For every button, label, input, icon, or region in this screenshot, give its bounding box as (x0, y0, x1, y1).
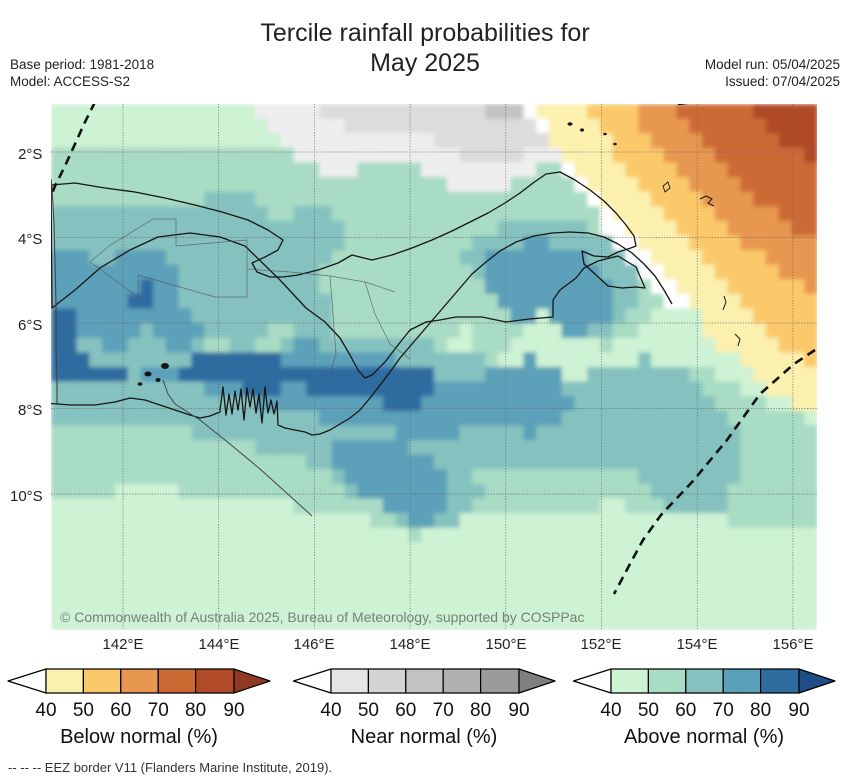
svg-text:90: 90 (223, 700, 244, 721)
svg-text:70: 70 (713, 700, 734, 721)
svg-text:Near normal (%): Near normal (%) (351, 726, 498, 748)
svg-text:Above normal (%): Above normal (%) (624, 726, 784, 748)
svg-text:80: 80 (750, 700, 771, 721)
svg-text:40: 40 (35, 700, 56, 721)
svg-text:50: 50 (358, 700, 379, 721)
svg-text:Below normal (%): Below normal (%) (60, 726, 218, 748)
svg-text:80: 80 (470, 700, 491, 721)
svg-text:90: 90 (508, 700, 529, 721)
svg-text:90: 90 (788, 700, 809, 721)
svg-text:50: 50 (73, 700, 94, 721)
svg-text:50: 50 (638, 700, 659, 721)
svg-text:60: 60 (675, 700, 696, 721)
svg-text:70: 70 (433, 700, 454, 721)
svg-text:60: 60 (395, 700, 416, 721)
svg-text:-- -- -- EEZ border V11 (Fland: -- -- -- EEZ border V11 (Flanders Marine… (8, 760, 332, 775)
svg-text:40: 40 (320, 700, 341, 721)
svg-text:70: 70 (148, 700, 169, 721)
svg-text:40: 40 (600, 700, 621, 721)
svg-text:60: 60 (110, 700, 131, 721)
svg-text:80: 80 (185, 700, 206, 721)
